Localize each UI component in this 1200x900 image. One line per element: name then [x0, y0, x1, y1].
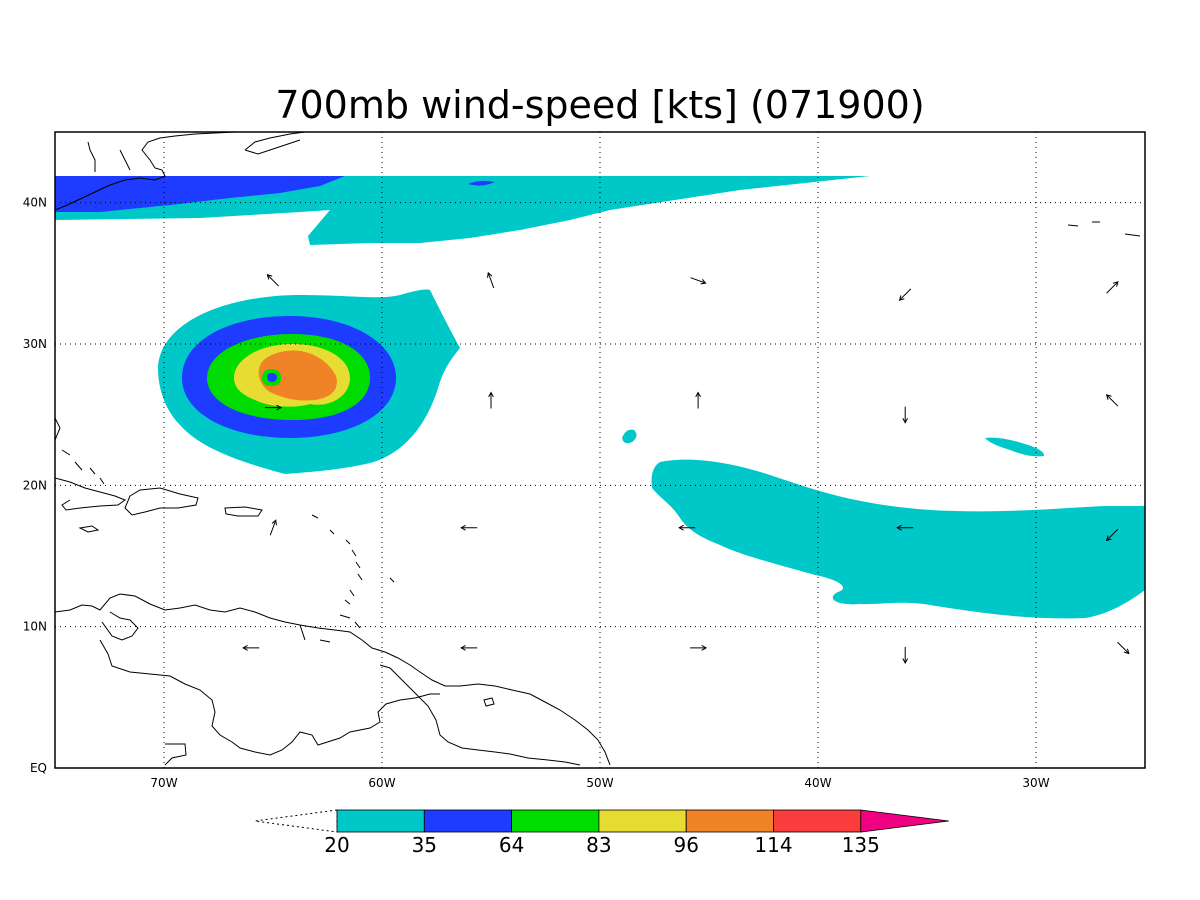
coast-nova-scotia [244, 132, 306, 155]
wind-arrow [896, 524, 914, 531]
blob-small-1 [622, 429, 637, 444]
coastlines [55, 132, 1141, 766]
colorbar-below-min-triangle [254, 809, 338, 833]
colorbar-level-label: 83 [586, 833, 611, 857]
wind-arrow [898, 288, 912, 301]
map-plot-area [55, 132, 1145, 768]
wind-arrow [460, 645, 478, 651]
axis-tick-labels: 70W 60W 50W 40W 30W EQ 10N 20N 30N 40N [23, 196, 1050, 790]
colorbar-swatch [598, 809, 687, 833]
wind-arrow [487, 271, 495, 289]
wind-speed-shading [55, 176, 1145, 619]
jet-band-spot [468, 180, 495, 186]
lat-tick-label: 10N [23, 620, 47, 634]
coast-island-1 [483, 697, 495, 707]
coast-jamaica [78, 525, 100, 533]
lon-tick-label: 70W [150, 776, 177, 790]
wind-arrow [269, 519, 277, 536]
colorbar-level-label: 135 [842, 833, 880, 857]
map-frame [54, 131, 1146, 769]
wind-arrow [695, 391, 701, 409]
colorbar-swatch [773, 809, 862, 833]
colorbar-above-max-triangle [860, 809, 949, 833]
coast-puerto-rico [224, 506, 263, 517]
wind-arrow [678, 524, 696, 531]
wind-arrow [1105, 394, 1119, 407]
wind-arrow [1117, 641, 1130, 655]
lat-tick-label: 20N [23, 478, 47, 492]
coast-south-america [55, 593, 611, 766]
map-title: 700mb wind-speed [kts] (071900) [275, 83, 924, 127]
lat-tick-label: EQ [30, 761, 47, 775]
colorbar-swatch [423, 809, 512, 833]
hurricane-eye-inner [267, 373, 277, 382]
wind-vectors [242, 271, 1130, 664]
tropical-band-20-35 [651, 459, 1145, 619]
colorbar-level-label: 96 [673, 833, 698, 857]
wind-arrow [902, 646, 909, 664]
blob-small-2 [985, 437, 1045, 457]
lon-tick-label: 50W [586, 776, 613, 790]
lon-tick-label: 30W [1022, 776, 1049, 790]
lon-tick-label: 40W [804, 776, 831, 790]
colorbar-level-label: 114 [754, 833, 792, 857]
wind-arrow [266, 274, 280, 287]
wind-arrow [690, 645, 708, 651]
coast-lesser-antilles [311, 514, 395, 605]
coast-north-america [55, 132, 236, 211]
wind-arrow [460, 524, 478, 531]
colorbar-level-label: 64 [499, 833, 524, 857]
lat-tick-label: 40N [23, 196, 47, 210]
colorbar-swatch [685, 809, 774, 833]
lon-tick-label: 60W [368, 776, 395, 790]
wind-arrow [902, 406, 909, 424]
colorbar-swatch [336, 809, 425, 833]
coast-florida-bahamas [55, 417, 105, 485]
hurricane-96-114 [258, 350, 337, 401]
coast-cuba [55, 477, 127, 511]
coast-azores [1067, 221, 1141, 237]
jet-band-35-64 [55, 176, 345, 212]
coast-hispaniola [124, 487, 199, 516]
wind-arrow [1105, 528, 1119, 542]
colorbar: 20 35 64 83 96 114 135 [254, 809, 949, 857]
wind-arrow [265, 404, 283, 411]
colorbar-level-label: 20 [324, 833, 349, 857]
wind-arrow [242, 645, 260, 651]
wind-arrow [488, 391, 494, 409]
colorbar-level-label: 35 [412, 833, 437, 857]
lat-tick-label: 30N [23, 337, 47, 351]
wind-arrow [690, 277, 707, 285]
colorbar-swatch [511, 809, 600, 833]
map-graticule [55, 132, 1145, 768]
wind-arrow [1106, 281, 1119, 294]
